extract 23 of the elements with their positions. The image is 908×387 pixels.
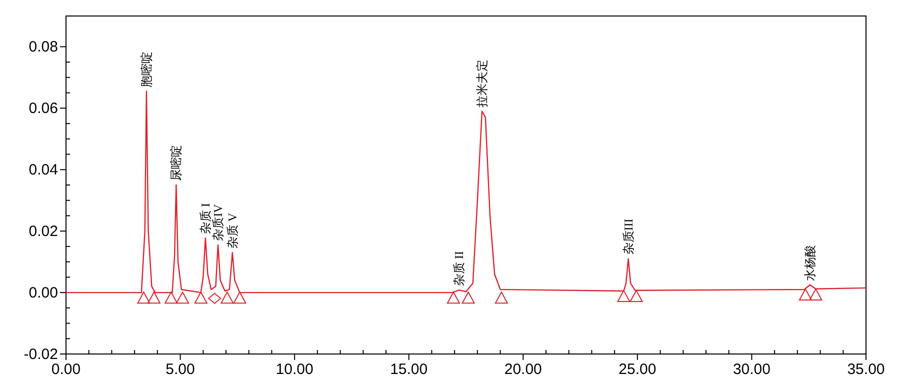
annotation: 杂质 II (452, 251, 466, 286)
annotation: 胞嘧啶 (139, 51, 154, 88)
x-tick-label: 25.00 (618, 361, 656, 378)
y-tick-label: 0.04 (28, 162, 58, 179)
x-tick-label: 15.00 (390, 361, 428, 378)
y-tick-label: 0.00 (28, 284, 58, 302)
y-tick-label: 0.08 (28, 38, 58, 56)
y-tick-label: -0.02 (24, 346, 58, 363)
x-tick-label: 20.00 (504, 361, 542, 378)
annotation: 拉米夫定 (475, 59, 489, 108)
y-tick-label: 0.06 (28, 100, 58, 118)
x-tick-label: 5.00 (166, 361, 195, 378)
annotation: 尿嘧啶 (169, 145, 184, 181)
annotation: 杂质III (621, 218, 636, 255)
annotation: 杂质 I (198, 203, 212, 234)
y-tick-label: 0.02 (28, 223, 58, 240)
x-tick-label: 30.00 (732, 361, 770, 378)
x-tick-label: 35.00 (847, 361, 885, 378)
annotation: 杂质IV (211, 204, 225, 241)
x-tick-label: 0.00 (51, 361, 81, 378)
annotation: 杂质 V (225, 212, 240, 249)
annotation: 水杨酸 (803, 244, 817, 281)
x-tick-label: 10.00 (276, 361, 314, 378)
